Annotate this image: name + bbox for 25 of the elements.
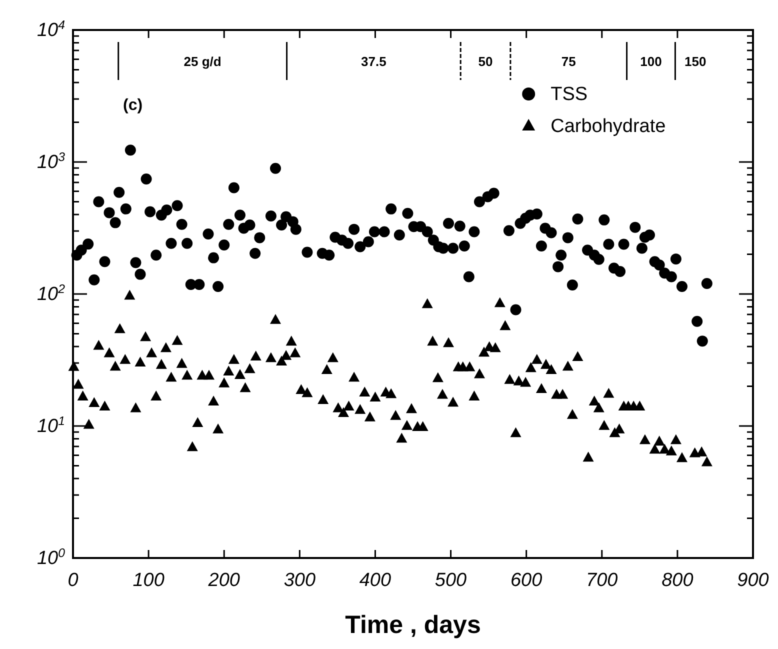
legend-label: Carbohydrate	[550, 116, 666, 137]
y-tick-label: 10$^{3}$	[36, 150, 66, 173]
y-tick-label: 10$^{0}$	[36, 546, 66, 569]
annotation: 37.5	[361, 54, 386, 69]
x-tick-label: 100	[132, 570, 165, 591]
annotation: 50	[478, 54, 493, 69]
x-tick-label: 200	[207, 570, 240, 591]
y-tick-label: 10$^{1}$	[36, 414, 65, 437]
x-tick-label: 500	[434, 570, 468, 591]
legend-label: TSS	[550, 84, 588, 105]
y-tick-label: 10$^{2}$	[36, 282, 66, 305]
x-tick-label: 0	[68, 570, 79, 591]
x-tick-label: 700	[586, 570, 618, 591]
annotation: (c)	[123, 97, 143, 114]
annotation: 75	[561, 54, 576, 69]
x-tick-label: 900	[737, 570, 770, 591]
y-tick-label: 10$^{4}$	[36, 18, 66, 41]
annotation: 25 g/d	[184, 54, 222, 69]
x-tick-label: 300	[284, 570, 316, 591]
annotation: 150	[684, 54, 706, 69]
x-tick-label: 800	[662, 570, 694, 591]
annotation: 100	[640, 54, 662, 69]
x-tick-label: 600	[510, 570, 543, 591]
x-axis-title: Time , days	[345, 611, 481, 639]
x-tick-label: 400	[359, 570, 392, 591]
